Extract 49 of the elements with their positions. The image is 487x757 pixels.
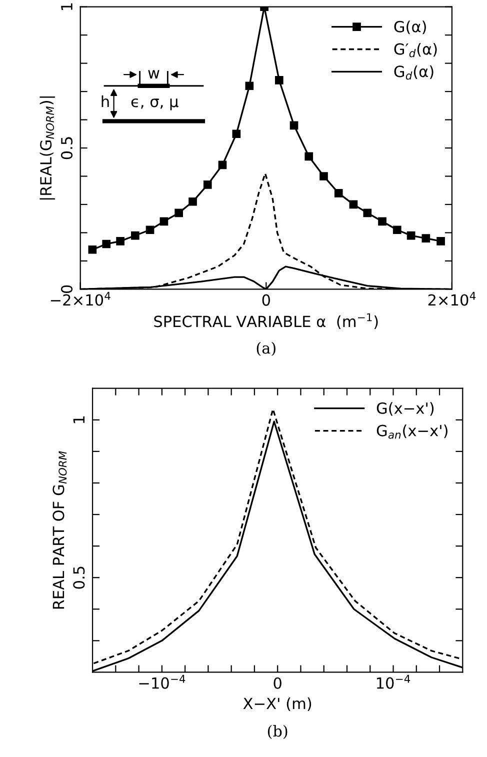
point xyxy=(304,152,314,161)
point xyxy=(102,240,111,248)
y-tick-label: 0.5 xyxy=(60,137,73,160)
point xyxy=(349,200,358,209)
point xyxy=(436,237,445,246)
point xyxy=(160,217,168,226)
point xyxy=(363,208,372,218)
y-tick-label: 0.5 xyxy=(73,566,85,589)
text: (a) xyxy=(256,342,276,356)
legend-label: G(α) xyxy=(394,20,426,34)
point xyxy=(245,82,254,90)
legend-label: G$_{an}$(x−x') xyxy=(376,424,448,439)
x-tick-label: 10$^{−4}$ xyxy=(376,674,410,689)
point xyxy=(88,245,97,254)
y-axis-title: |REAL(G$_{NORM}$)| xyxy=(40,96,55,200)
x-axis-title: SPECTRAL VARIABLE α (m$^{−1}$) xyxy=(154,313,378,329)
point xyxy=(334,189,343,198)
y-tick-label: 0 xyxy=(60,285,73,294)
point xyxy=(188,197,197,206)
point xyxy=(274,76,284,84)
annotation: h xyxy=(102,95,109,108)
point xyxy=(406,231,416,240)
point xyxy=(290,121,298,130)
text: (b) xyxy=(268,724,288,739)
point xyxy=(174,208,183,218)
y-tick-label: 1 xyxy=(61,3,72,10)
point xyxy=(203,180,212,189)
y-axis-title: REAL PART OF G$_{NORM}$ xyxy=(52,451,67,609)
x-tick-label: 2×10$^{4}$ xyxy=(428,292,476,306)
x-tick-label: −2×10$^{4}$ xyxy=(50,292,110,306)
legend-label: G$_{d}$(α) xyxy=(394,65,434,80)
x-tick-label: 0 xyxy=(262,294,270,306)
point xyxy=(146,226,154,234)
point xyxy=(422,234,430,243)
y-tick-label: 1 xyxy=(73,416,84,424)
point xyxy=(320,172,328,180)
legend-label: G(x−x') xyxy=(376,402,434,416)
point xyxy=(392,226,402,234)
x-axis-title: X−X' (m) xyxy=(243,697,312,712)
point xyxy=(116,237,124,246)
x-tick-label: −10$^{−4}$ xyxy=(139,674,186,689)
point xyxy=(232,130,241,138)
point xyxy=(130,231,140,240)
annotation: w xyxy=(148,70,160,78)
x-tick-label: 0 xyxy=(274,677,282,689)
legend-label: G′$_{d}$(α) xyxy=(394,42,437,58)
annotation: ϵ, σ, μ xyxy=(131,98,178,110)
point xyxy=(378,217,386,226)
point xyxy=(218,160,227,170)
